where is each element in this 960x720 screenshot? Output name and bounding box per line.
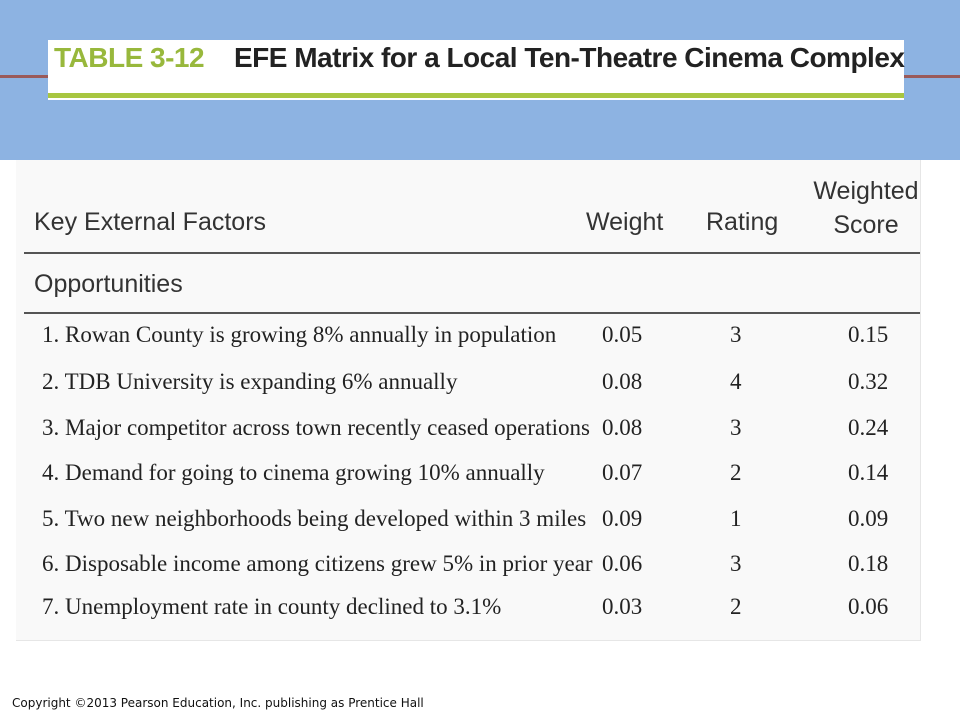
row-weight: 0.05 [602, 322, 643, 347]
table-row: 5. Two new neighborhoods being developed… [16, 506, 920, 546]
table-title: EFE Matrix for a Local Ten-Theatre Cinem… [234, 42, 905, 73]
efe-table: Key External Factors Weight Rating Weigh… [16, 160, 921, 641]
row-rating: 3 [730, 322, 742, 347]
row-rating: 1 [730, 506, 742, 531]
row-factor: 2. TDB University is expanding 6% annual… [42, 369, 458, 394]
row-weight: 0.06 [602, 551, 643, 576]
table-row: 3. Major competitor across town recently… [16, 415, 920, 455]
row-score: 0.09 [848, 506, 889, 531]
table-row: 4. Demand for going to cinema growing 10… [16, 460, 920, 500]
row-factor: 6. Disposable income among citizens grew… [42, 551, 593, 576]
row-score: 0.14 [848, 460, 889, 485]
section-opportunities: Opportunities [34, 270, 183, 298]
row-factor: 4. Demand for going to cinema growing 10… [42, 460, 545, 485]
row-rating: 2 [730, 460, 742, 485]
table-row: 6. Disposable income among citizens grew… [16, 551, 920, 591]
header-weighted-score: Weighted Score [806, 174, 926, 242]
row-rating: 3 [730, 551, 742, 576]
row-weight: 0.08 [602, 369, 643, 394]
row-factor: 7. Unemployment rate in county declined … [42, 594, 502, 619]
row-score: 0.15 [848, 322, 889, 347]
header-rule [24, 252, 920, 254]
row-score: 0.24 [848, 415, 889, 440]
row-weight: 0.08 [602, 415, 643, 440]
row-weight: 0.03 [602, 594, 643, 619]
header-rating: Rating [706, 208, 779, 236]
copyright-footer: Copyright ©2013 Pearson Education, Inc. … [12, 696, 424, 710]
title-bar: TABLE 3-12 EFE Matrix for a Local Ten-Th… [48, 40, 905, 100]
row-weight: 0.09 [602, 506, 643, 531]
table-label: TABLE 3-12 [54, 42, 205, 73]
row-weight: 0.07 [602, 460, 643, 485]
row-factor: 3. Major competitor across town recently… [42, 415, 590, 440]
header-key-external-factors: Key External Factors [34, 208, 267, 236]
header-weighted-line: Weighted [813, 177, 919, 205]
header-weight: Weight [586, 208, 664, 236]
header-score-line: Score [833, 211, 899, 239]
row-factor: 1. Rowan County is growing 8% annually i… [42, 322, 557, 347]
row-rating: 3 [730, 415, 742, 440]
row-rating: 2 [730, 594, 742, 619]
row-score: 0.32 [848, 369, 889, 394]
row-score: 0.18 [848, 551, 889, 576]
row-score: 0.06 [848, 594, 889, 619]
section-rule [24, 312, 920, 314]
row-factor: 5. Two new neighborhoods being developed… [42, 506, 587, 531]
table-row: 1. Rowan County is growing 8% annually i… [16, 322, 920, 362]
title-underline [48, 93, 904, 98]
row-rating: 4 [730, 369, 742, 394]
table-row: 2. TDB University is expanding 6% annual… [16, 369, 920, 409]
table-row: 7. Unemployment rate in county declined … [16, 594, 920, 634]
